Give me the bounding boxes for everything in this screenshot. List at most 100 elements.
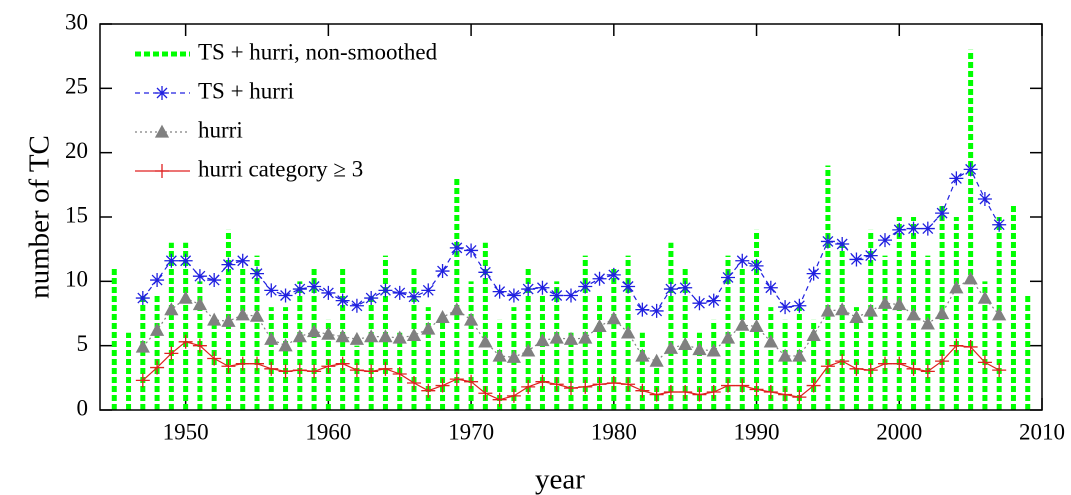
plus-marker <box>235 356 250 371</box>
star-marker <box>178 253 193 268</box>
star-marker <box>392 285 407 300</box>
plus-marker <box>806 378 821 393</box>
plus-marker <box>135 373 150 388</box>
star-marker <box>621 279 636 294</box>
triangle-marker <box>678 337 693 351</box>
triangle-marker <box>364 329 379 343</box>
star-marker <box>992 217 1007 232</box>
star-marker <box>492 284 507 299</box>
plus-marker <box>706 384 721 399</box>
star-marker <box>649 303 664 318</box>
star-marker <box>735 253 750 268</box>
y-tick-label: 25 <box>65 74 88 99</box>
plus-marker <box>649 387 664 402</box>
triangle-marker <box>720 330 736 344</box>
triangle-marker <box>820 303 836 317</box>
y-tick-label: 20 <box>65 138 88 163</box>
x-axis-label: year <box>535 464 585 495</box>
triangle-marker <box>421 321 436 335</box>
plus-marker <box>278 364 293 379</box>
star-marker <box>849 252 864 267</box>
legend-label: TS + hurri, non-smoothed <box>198 39 438 64</box>
y-tick-label: 5 <box>77 331 89 356</box>
plus-marker <box>349 363 364 378</box>
triangle-marker <box>435 310 450 324</box>
triangle-marker <box>463 312 479 326</box>
y-tick-label: 15 <box>65 202 88 227</box>
star-marker <box>506 288 521 303</box>
star-marker <box>407 289 421 304</box>
legend-label: TS + hurri <box>198 78 294 103</box>
star-marker <box>706 293 721 308</box>
star-marker <box>592 271 607 286</box>
triangle-marker <box>692 342 707 356</box>
triangle-marker <box>877 295 893 309</box>
x-tick-label: 1970 <box>448 419 494 444</box>
x-tick-label: 1960 <box>305 419 351 444</box>
triangle-marker <box>663 340 679 354</box>
star-marker <box>250 266 264 281</box>
plus-marker <box>678 384 693 399</box>
triangle-marker <box>849 310 864 324</box>
star-marker <box>792 298 807 313</box>
triangle-marker <box>392 330 407 344</box>
legend-label: hurri category ≥ 3 <box>198 156 363 181</box>
x-tick-label: 1990 <box>734 419 780 444</box>
star-marker <box>278 288 293 303</box>
star-marker <box>221 257 236 272</box>
triangle-marker <box>349 331 365 345</box>
star-marker <box>264 283 279 298</box>
star-marker <box>378 283 393 298</box>
plus-marker <box>407 375 421 390</box>
star-marker <box>349 298 364 313</box>
triangle-marker <box>735 317 750 331</box>
plus-marker <box>792 390 807 405</box>
plus-marker <box>949 338 964 353</box>
triangle-marker <box>906 307 921 321</box>
star-marker <box>307 279 322 294</box>
plus-marker <box>564 381 578 396</box>
star-marker <box>578 279 593 294</box>
triangle-marker <box>535 333 550 347</box>
triangle-marker <box>207 312 222 326</box>
plus-marker <box>878 356 892 371</box>
plus-marker <box>264 361 279 376</box>
star-marker <box>606 267 621 282</box>
triangle-marker <box>620 325 636 339</box>
triangle-marker <box>977 290 993 304</box>
plus-marker <box>478 386 493 401</box>
star-marker <box>935 206 950 221</box>
star-marker <box>820 234 835 249</box>
triangle-marker <box>406 328 422 342</box>
star-marker <box>449 240 464 255</box>
star-marker <box>464 243 479 258</box>
star-marker <box>155 86 169 100</box>
triangle-marker <box>649 353 664 367</box>
plus-marker <box>549 377 564 392</box>
star-marker <box>364 291 379 306</box>
y-axis-label: number of TC <box>24 135 56 299</box>
plus-marker <box>207 351 222 366</box>
star-marker <box>806 266 821 281</box>
plus-marker <box>835 354 850 369</box>
plus-marker <box>935 354 950 369</box>
plus-marker <box>892 356 907 371</box>
plus-marker <box>721 378 735 393</box>
triangle-marker <box>949 280 964 294</box>
plus-marker <box>535 374 550 389</box>
triangle-marker <box>777 348 793 362</box>
plus-marker <box>192 338 207 353</box>
star-marker <box>863 248 878 263</box>
star-marker <box>678 280 693 295</box>
plus-marker <box>250 356 264 371</box>
x-tick-label: 2000 <box>876 419 922 444</box>
triangle-marker <box>635 348 650 362</box>
triangle-marker <box>378 329 393 343</box>
triangle-marker <box>606 311 621 325</box>
star-marker <box>421 283 436 298</box>
star-marker <box>235 253 250 268</box>
triangle-marker <box>478 334 493 348</box>
star-marker <box>535 280 550 295</box>
triangle-marker <box>292 329 307 343</box>
plus-marker <box>421 383 436 398</box>
